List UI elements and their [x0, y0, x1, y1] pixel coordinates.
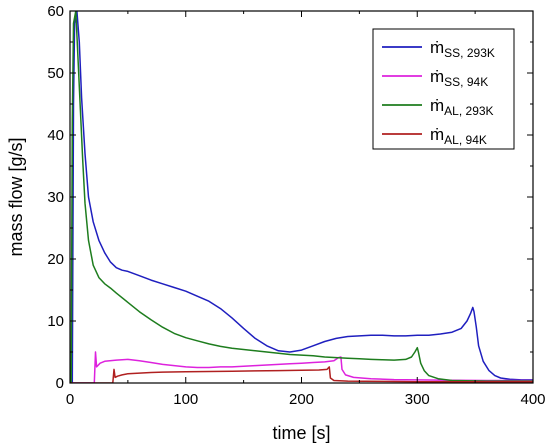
legend-label-subscript: SS, 293K	[444, 46, 495, 60]
legend-label-ss293: ṁSS, 293K	[430, 38, 495, 60]
legend-label-subscript: AL, 94K	[444, 133, 487, 147]
y-tick-label: 60	[47, 3, 64, 20]
series-line-al94	[70, 366, 533, 383]
legend-label-al94: ṁAL, 94K	[430, 125, 487, 147]
x-tick-label: 400	[520, 391, 545, 408]
x-axis-title: time [s]	[272, 423, 330, 443]
legend-label-subscript: SS, 94K	[444, 75, 488, 89]
legend-box	[372, 28, 515, 150]
series-line-ss94	[70, 351, 533, 383]
y-tick-label: 30	[47, 189, 64, 206]
legend-label-ss94: ṁSS, 94K	[430, 67, 488, 89]
plot-marks	[70, 11, 533, 383]
y-tick-label: 40	[47, 127, 64, 144]
axis-ticks: 0 100 200 300 400 0 10 20 30 40 50 60	[47, 3, 545, 408]
y-tick-label: 50	[47, 65, 64, 82]
legend-label-symbol: ṁ	[430, 67, 444, 86]
legend-label-symbol: ṁ	[430, 96, 444, 115]
x-tick-label: 200	[289, 391, 314, 408]
y-tick-label: 20	[47, 251, 64, 268]
x-tick-label: 300	[405, 391, 430, 408]
series-line-ss293	[70, 11, 533, 383]
x-tick-label: 100	[173, 391, 198, 408]
x-tick-label: 0	[66, 391, 74, 408]
y-axis-title: mass flow [g/s]	[6, 137, 26, 256]
legend-label-subscript: AL, 293K	[444, 104, 493, 118]
y-tick-label: 10	[47, 313, 64, 330]
legend-label-symbol: ṁ	[430, 38, 444, 57]
legend-label-symbol: ṁ	[430, 125, 444, 144]
series-line-al293	[70, 11, 533, 383]
y-tick-label: 0	[56, 375, 64, 392]
legend-label-al293: ṁAL, 293K	[430, 96, 494, 118]
